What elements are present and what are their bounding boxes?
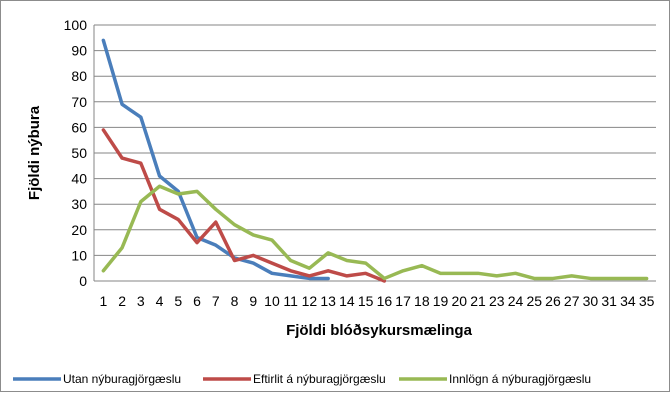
- x-tick-label: 31: [601, 293, 617, 309]
- y-tick-label: 90: [71, 43, 87, 59]
- legend-label-1: Utan nýburagjörgæslu: [63, 372, 181, 386]
- x-tick-label: 19: [433, 293, 449, 309]
- y-tick-label: 40: [71, 171, 87, 187]
- x-tick-label: 9: [249, 293, 257, 309]
- x-tick-label: 34: [620, 293, 636, 309]
- x-tick-label: 1: [99, 293, 107, 309]
- x-tick-label: 23: [489, 293, 505, 309]
- y-tick-label: 50: [71, 145, 87, 161]
- x-tick-label: 5: [174, 293, 182, 309]
- x-tick-label: 14: [339, 293, 355, 309]
- x-tick-label: 15: [358, 293, 374, 309]
- y-tick-labels: 0 10 20 30 40 50 60 70 80 90 100: [64, 17, 88, 289]
- x-tick-label: 2: [118, 293, 126, 309]
- x-tick-label: 3: [137, 293, 145, 309]
- x-tick-label: 13: [320, 293, 336, 309]
- x-tick-label: 18: [414, 293, 430, 309]
- x-tick-label: 11: [283, 293, 298, 309]
- x-tick-label: 7: [212, 293, 220, 309]
- y-tick-label: 0: [79, 273, 87, 289]
- x-tick-label: 26: [545, 293, 561, 309]
- x-tick-label: 6: [193, 293, 201, 309]
- x-tick-labels: 1 2 3 4 5 6 7 8 9 10 11 12 13 14 15 16 17 18 19 20 21 23 24 25 2…: [99, 293, 654, 309]
- series-line-1: [101, 38, 330, 281]
- x-tick-label: 24: [508, 293, 524, 309]
- series-line-3: [101, 184, 649, 281]
- y-tick-label: 100: [64, 17, 88, 33]
- axes: [93, 25, 656, 282]
- x-tick-label: 25: [526, 293, 542, 309]
- y-tick-label: 60: [71, 119, 87, 135]
- y-axis-title: Fjöldi nýbura: [26, 105, 43, 200]
- x-tick-label: 4: [156, 293, 164, 309]
- y-tick-label: 20: [71, 222, 87, 238]
- x-tick-label: 8: [231, 293, 239, 309]
- x-tick-label: 10: [264, 293, 280, 309]
- x-tick-label: 35: [639, 293, 655, 309]
- x-tick-label: 17: [395, 293, 411, 309]
- x-tick-label: 27: [564, 293, 580, 309]
- y-tick-label: 10: [71, 247, 87, 263]
- x-axis-title: Fjöldi blóðsykursmælinga: [286, 322, 473, 339]
- series-line-2: [101, 128, 387, 283]
- legend-label-3: Innlögn á nýburagjörgæslu: [449, 372, 591, 386]
- y-tick-label: 70: [71, 94, 87, 110]
- y-tick-label: 80: [71, 68, 87, 84]
- legend: Utan nýburagjörgæslu Eftirlit á nýburagjö…: [13, 372, 591, 386]
- legend-label-2: Eftirlit á nýburagjörgæslu: [253, 372, 386, 386]
- x-tick-label: 12: [302, 293, 318, 309]
- x-tick-label: 30: [583, 293, 599, 309]
- x-tick-label: 16: [377, 293, 393, 309]
- x-tick-label: 21: [470, 293, 486, 309]
- series-lines: [101, 38, 649, 283]
- x-tick-label: 20: [452, 293, 468, 309]
- y-tick-label: 30: [71, 196, 87, 212]
